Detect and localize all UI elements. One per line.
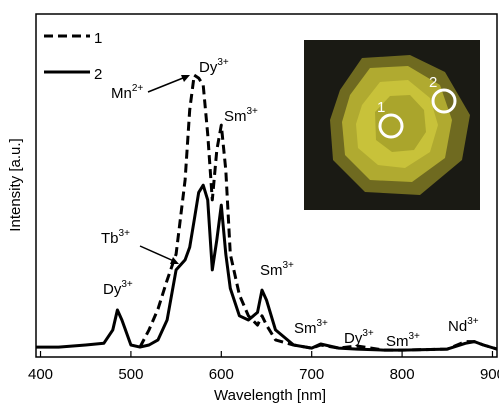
annotation: Sm3+ xyxy=(224,106,258,125)
inset-image: 1 2 xyxy=(304,40,480,210)
annotation-sup: 3+ xyxy=(247,106,259,117)
annotation-text: Dy xyxy=(344,330,363,347)
x-tick-label: 900 xyxy=(480,366,499,383)
annotation: Nd3+ xyxy=(448,316,479,335)
annotation-text: Mn xyxy=(111,85,132,102)
x-tick-label: 700 xyxy=(299,366,324,383)
annotation-text: Nd xyxy=(448,318,467,335)
annotation-sup: 3+ xyxy=(317,318,329,329)
annotation-text: Sm xyxy=(260,262,283,279)
arrowhead xyxy=(181,75,190,82)
annotation-arrow xyxy=(147,75,189,93)
annotation-sup: 2+ xyxy=(132,83,144,94)
annotation: Dy3+ xyxy=(103,279,133,298)
legend-label: 1 xyxy=(94,30,102,47)
spot-circle xyxy=(378,113,404,139)
x-tick-label: 500 xyxy=(118,366,143,383)
annotation: Tb3+ xyxy=(101,228,130,247)
annotation-text: Sm xyxy=(224,108,247,125)
x-tick-label: 800 xyxy=(390,366,415,383)
y-axis-label: Intensity [a.u.] xyxy=(7,138,24,231)
annotation: Sm3+ xyxy=(386,331,420,350)
legend-label: 2 xyxy=(94,66,102,83)
annotation-sup: 3+ xyxy=(467,316,479,327)
annotation-text: Sm xyxy=(294,320,317,337)
annotation-arrow xyxy=(139,245,177,263)
annotation: Dy3+ xyxy=(344,328,374,347)
x-tick-label: 600 xyxy=(209,366,234,383)
annotation-sup: 3+ xyxy=(217,57,229,68)
annotation-text: Tb xyxy=(101,230,119,247)
annotation-sup: 3+ xyxy=(119,228,131,239)
annotation-text: Dy xyxy=(103,281,122,298)
inset-label: 1 xyxy=(377,99,385,116)
x-axis-label: Wavelength [nm] xyxy=(214,387,326,404)
annotation: Mn2+ xyxy=(111,83,143,102)
annotation-sup: 3+ xyxy=(362,328,374,339)
annotation: Sm3+ xyxy=(294,318,328,337)
annotation-sup: 3+ xyxy=(283,260,295,271)
spot-circle xyxy=(431,88,457,114)
series-line xyxy=(36,183,498,352)
annotation-sup: 3+ xyxy=(121,279,133,290)
plot-frame xyxy=(35,13,498,358)
annotation: Sm3+ xyxy=(260,260,294,279)
annotation-sup: 3+ xyxy=(409,331,421,342)
x-tick-label: 400 xyxy=(28,366,53,383)
annotation-text: Sm xyxy=(386,333,409,350)
annotation: Dy3+ xyxy=(199,57,229,76)
annotation-text: Dy xyxy=(199,59,218,76)
inset-label: 2 xyxy=(429,74,437,91)
